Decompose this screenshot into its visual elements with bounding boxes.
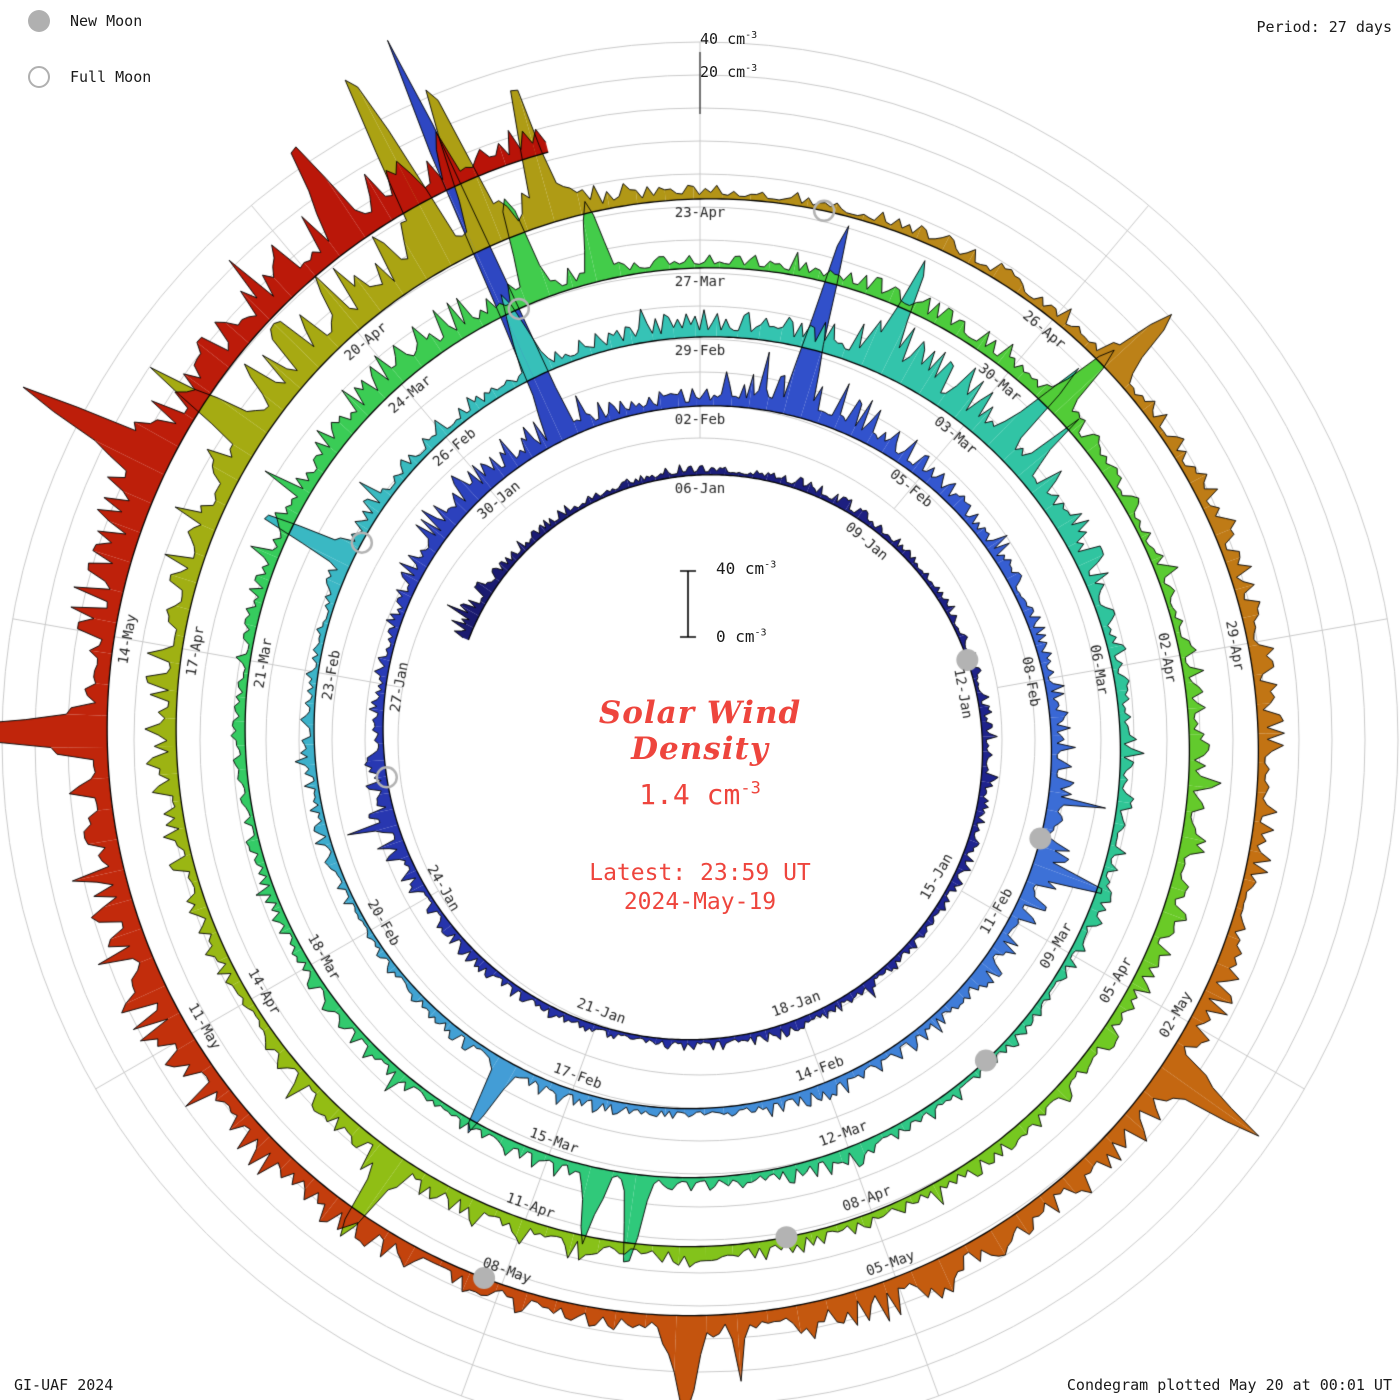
legend-full-moon-row: Full Moon <box>28 64 151 90</box>
chart-title-line1: Solar Wind <box>598 695 802 731</box>
outer-scale-20-exponent: -3 <box>745 63 758 74</box>
center-scale-bottom-label: 0 cm-3 <box>716 627 767 646</box>
center-scale-bottom-exponent: -3 <box>754 627 767 639</box>
period-label: Period: 27 days <box>1256 18 1392 36</box>
outer-scale-40-label: 40 cm-3 <box>700 30 757 48</box>
full-moon-icon <box>28 66 50 88</box>
full-moon-label: Full Moon <box>70 68 152 86</box>
current-density-value: 1.4 cm-3 <box>0 778 1400 811</box>
new-moon-label: New Moon <box>70 12 143 30</box>
outer-scale-40-text: 40 cm <box>700 30 746 48</box>
center-scale-top-exponent: -3 <box>764 559 777 571</box>
credit-label: GI-UAF 2024 <box>14 1376 114 1394</box>
latest-date-label: 2024-May-19 <box>623 889 777 915</box>
legend-new-moon-row: New Moon <box>28 8 151 34</box>
outer-scale-40-exponent: -3 <box>745 30 758 41</box>
outer-scale-20-text: 20 cm <box>700 63 746 81</box>
current-density-exponent: -3 <box>740 778 761 799</box>
center-scale-bottom-text: 0 cm <box>716 627 755 646</box>
new-moon-icon <box>28 10 50 32</box>
center-scale-top-label: 40 cm-3 <box>716 559 776 578</box>
chart-title-line2: Density <box>631 731 769 767</box>
latest-time-label: Latest: 23:59 UT <box>589 860 811 886</box>
plotted-timestamp-label: Condegram plotted May 20 at 00:01 UT <box>1066 1376 1392 1394</box>
center-scale-top-text: 40 cm <box>716 559 765 578</box>
current-density-text: 1.4 cm <box>639 778 741 811</box>
outer-scale-20-label: 20 cm-3 <box>700 63 757 81</box>
moon-legend: New Moon Full Moon <box>28 8 151 120</box>
